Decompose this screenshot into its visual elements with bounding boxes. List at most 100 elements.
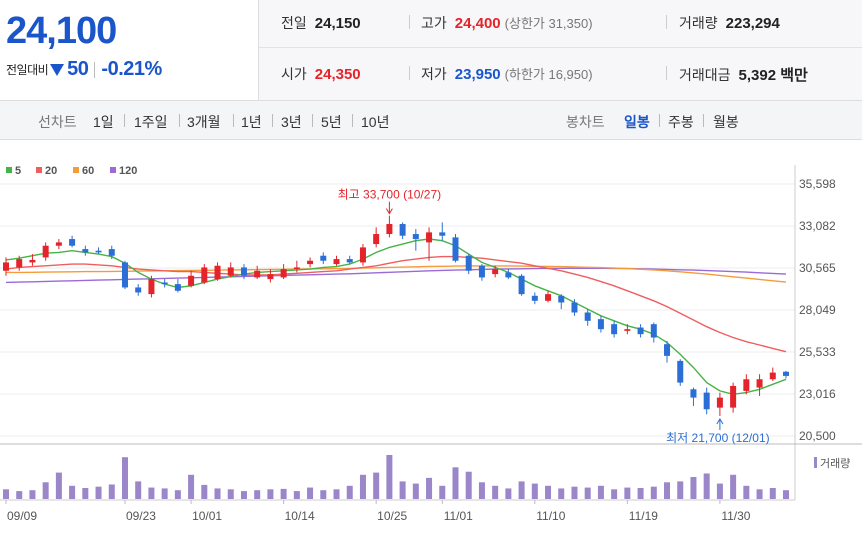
divider [666,15,667,29]
volume-bar [108,484,115,499]
divider [94,61,96,78]
divider [259,47,862,48]
candle-body [267,274,274,280]
period-10y[interactable]: 10년 [361,114,390,130]
candle-body [135,287,142,293]
volume-bar [399,481,406,499]
high-price: 고가 24,400 (상한가 31,350) [421,13,593,33]
candle-monthly[interactable]: 월봉 [713,114,739,130]
volume-bar [664,482,671,499]
volume-bar [677,481,684,499]
ma20-line [5,255,787,353]
price-axis: 20,500 23,016 25,533 28,049 30,565 33,082 35,5… [799,177,836,443]
candle-body [558,295,565,303]
volume-bar [505,488,512,499]
volume-bar [584,487,591,499]
candle-body [227,267,234,276]
candle-body [280,269,287,278]
candle-body [293,267,300,269]
period-3m[interactable]: 3개월 [187,114,221,130]
candle-body [254,270,261,278]
volume-bar [624,487,631,499]
volume-bar [307,487,314,499]
candle-body [214,265,221,280]
candle-daily[interactable]: 일봉 [624,114,650,130]
y-tick-label: 25,533 [799,345,836,359]
candle-weekly[interactable]: 주봉 [668,114,694,130]
prev-close-label: 전일 [281,15,307,31]
ma-legend: 5 20 60 120 [6,165,137,177]
candle-body [677,360,684,383]
x-tick-label: 10/01 [192,509,222,523]
quote-info-panel: 전일 24,150 고가 24,400 (상한가 31,350) 거래량 223… [258,0,862,101]
candle-body [769,372,776,380]
volume-label: 거래량 [679,15,718,31]
candle-body [584,312,591,321]
period-3y[interactable]: 3년 [281,114,302,130]
volume-bar [716,483,723,499]
candle-body [505,272,512,278]
prev-close-value: 24,150 [314,15,361,32]
chart-annotations: 최고 33,700 (10/27) 최저 21,700 (12/01) [338,188,770,445]
candle-body [346,259,353,263]
candle-body [69,239,76,246]
volume-bar [320,490,327,499]
change-rate: -0.21% [101,58,162,80]
low-label: 저가 [421,66,447,82]
period-1d[interactable]: 1일 [93,114,114,130]
candle-body [492,269,499,275]
period-5y[interactable]: 5년 [321,114,342,130]
candle-body [690,389,697,398]
current-price-box: 24,100 전일대비 50 -0.21% [0,0,258,100]
volume-bar [783,490,789,499]
legend-label: 120 [119,165,137,177]
volume-bar [439,485,446,499]
x-tick-label: 10/25 [377,509,407,523]
volume-bar [492,485,499,499]
volume-bar [280,488,287,499]
volume-bar [703,473,710,499]
volume-bar [650,486,657,499]
volume-bar [518,481,525,499]
y-tick-label: 33,082 [799,219,836,233]
y-tick-label: 30,565 [799,261,836,275]
legend-swatch [110,167,116,173]
x-tick-label: 11/19 [629,509,658,523]
low-value: 23,950 [454,66,501,83]
candle-body [531,295,538,301]
volume-bar [597,485,604,499]
volume-bar [730,474,737,499]
candle-chart-label: 봉차트 [566,114,605,130]
candle-body [16,259,23,268]
volume-bar [161,488,168,499]
volume-bar [478,482,485,499]
volume-bar [333,489,340,499]
period-1y[interactable]: 1년 [241,114,262,130]
legend-swatch [36,167,42,173]
y-tick-label: 35,598 [799,177,836,191]
candle-body [320,255,327,261]
divider [659,114,660,127]
prev-close: 전일 24,150 [281,13,361,33]
volume-bar [82,488,89,499]
volume-bar [743,485,750,499]
period-1w[interactable]: 1주일 [134,114,168,130]
low-price: 저가 23,950 (하한가 16,950) [421,64,593,84]
down-triangle-icon [50,63,65,76]
ma120-line [5,267,787,284]
candle-body [716,397,723,408]
volume-legend-label: 거래량 [820,457,850,470]
divider [409,66,410,80]
divider [352,114,353,127]
candle-body [333,259,340,265]
divider [233,114,234,127]
candle-body [571,302,578,313]
candle-body [426,232,433,243]
candle-body [650,324,657,338]
volume: 거래량 223,294 [679,13,780,33]
volume-bar [465,471,472,499]
volume-bar [16,491,23,499]
volume-bar [545,485,552,499]
volume-bar [42,482,49,499]
volume-bar [531,483,538,499]
